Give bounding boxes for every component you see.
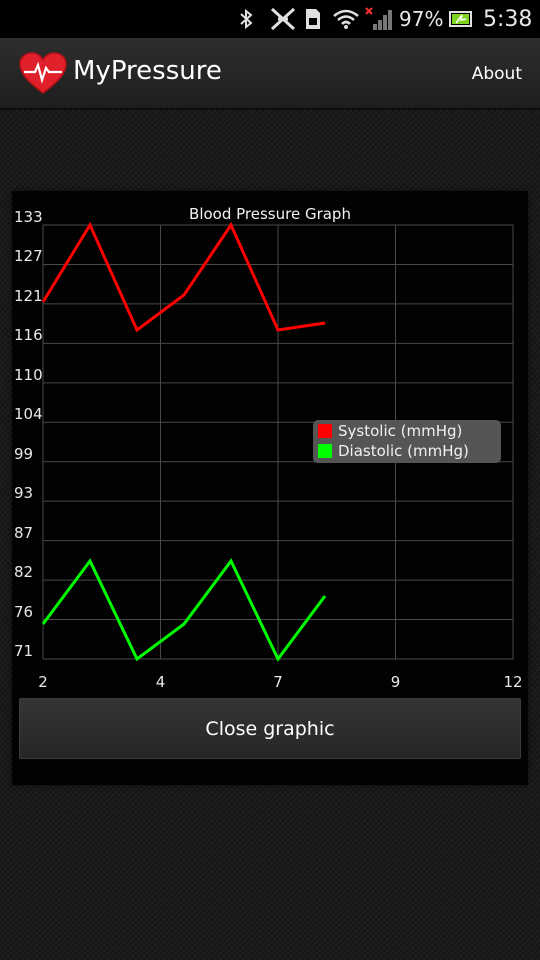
y-tick-label: 104 xyxy=(14,405,43,424)
bluetooth-icon xyxy=(238,0,254,38)
y-tick-label: 110 xyxy=(14,365,43,384)
diastolic-series-line xyxy=(41,558,327,662)
battery-icon xyxy=(449,0,473,38)
action-bar: MyPressure About xyxy=(0,38,540,110)
sim-icon xyxy=(304,0,322,38)
chart-legend: Systolic (mmHg) Diastolic (mmHg) xyxy=(313,420,501,463)
x-tick-label: 4 xyxy=(155,673,166,691)
y-tick-label: 82 xyxy=(14,563,34,582)
legend-swatch-systolic xyxy=(318,424,332,438)
blood-pressure-chart xyxy=(41,221,514,662)
x-tick-label: 7 xyxy=(273,673,283,691)
nfc-icon xyxy=(269,0,297,38)
wifi-icon xyxy=(333,0,359,38)
graph-panel: Blood Pressure Graph 133 127 121 116 110 104 9… xyxy=(12,191,528,785)
y-tick-label: 93 xyxy=(14,484,34,503)
x-tick-label: 9 xyxy=(390,673,401,691)
chart-title: Blood Pressure Graph xyxy=(189,205,351,223)
x-tick-label: 2 xyxy=(38,673,48,691)
app-title: MyPressure xyxy=(73,56,222,86)
legend-swatch-diastolic xyxy=(318,444,332,458)
y-tick-label: 87 xyxy=(14,523,34,542)
systolic-series-line xyxy=(41,221,326,333)
heart-pulse-icon xyxy=(18,52,68,96)
clock: 5:38 xyxy=(483,6,533,32)
legend-label-systolic: Systolic (mmHg) xyxy=(338,422,463,440)
signal-icon xyxy=(364,0,394,38)
x-tick-label: 12 xyxy=(503,673,523,691)
status-bar: 97% 5:38 xyxy=(0,0,540,38)
y-tick-label: 116 xyxy=(14,326,43,345)
y-tick-label: 127 xyxy=(14,247,43,266)
legend-item-diastolic: Diastolic (mmHg) xyxy=(318,441,469,461)
y-tick-label: 71 xyxy=(14,642,34,660)
y-tick-label: 76 xyxy=(14,602,34,621)
y-tick-label: 133 xyxy=(14,208,43,226)
legend-label-diastolic: Diastolic (mmHg) xyxy=(338,442,469,460)
battery-percent: 97% xyxy=(399,7,444,31)
y-tick-label: 99 xyxy=(14,444,34,463)
close-graphic-button[interactable]: Close graphic xyxy=(19,698,521,759)
y-tick-label: 121 xyxy=(14,286,43,305)
about-button[interactable]: About xyxy=(471,64,522,84)
legend-item-systolic: Systolic (mmHg) xyxy=(318,421,462,441)
